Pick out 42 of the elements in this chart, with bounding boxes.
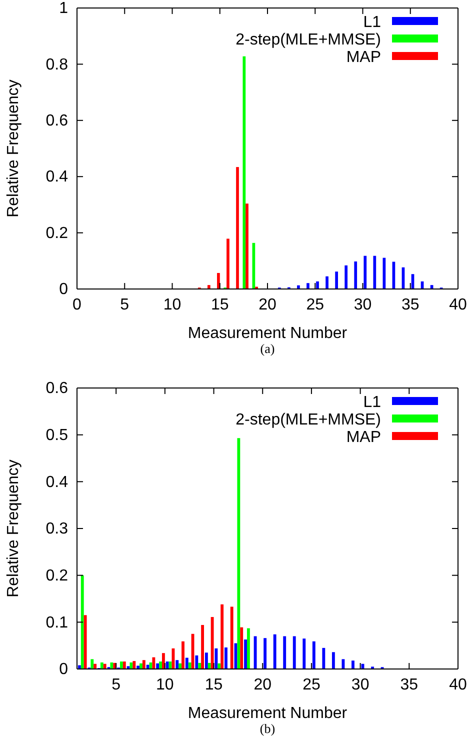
x-tick-label: 30 [354,296,372,314]
x-tick-label: 40 [449,676,467,693]
legend-label: MAP [346,428,381,446]
x-axis-title: Measurement Number [188,704,348,722]
y-tick-label: 1 [59,0,68,18]
y-tick-label: 0.4 [46,168,68,186]
y-tick-label: 0.2 [46,224,68,242]
x-tick-label: 15 [204,676,223,693]
legend-label: L1 [363,14,382,31]
x-tick-label: 15 [210,296,229,314]
legend-label: MAP [346,49,381,66]
x-tick-label: 0 [72,296,82,314]
x-axis-title: Measurement Number [188,325,348,342]
y-tick-label: 0.2 [46,566,68,584]
x-tick-label: 30 [351,676,370,693]
y-tick-label: 0.5 [46,426,68,444]
text: (a) [260,341,275,356]
x-tick-label: 10 [163,296,182,314]
y-tick-label: 0.1 [46,614,68,631]
y-tick-label: 0.8 [46,56,68,74]
x-tick-label: 5 [112,676,121,693]
y-axis-title: Relative Frequency [5,80,22,218]
y-tick-label: 0.6 [46,380,68,397]
y-tick-label: 0.3 [46,520,68,538]
x-tick-label: 10 [156,676,174,693]
x-tick-label: 5 [120,296,130,314]
x-tick-label: 35 [401,296,420,314]
legend-label: L1 [363,394,382,410]
x-tick-label: 35 [400,676,418,693]
y-tick-label: 0 [59,281,68,298]
x-tick-label: 25 [302,676,320,693]
text: (b) [260,720,276,736]
x-tick-label: 25 [306,296,324,314]
y-tick-label: 0 [59,660,68,678]
x-tick-label: 20 [258,296,276,314]
legend-label: 2-step(MLE+MMSE) [236,411,381,428]
y-tick-label: 0.4 [46,473,68,490]
y-axis-title: Relative Frequency [5,459,22,597]
x-tick-label: 40 [449,296,467,314]
y-tick-label: 0.6 [46,112,68,130]
legend-label: 2-step(MLE+MMSE) [236,32,381,48]
x-tick-label: 20 [254,676,272,693]
